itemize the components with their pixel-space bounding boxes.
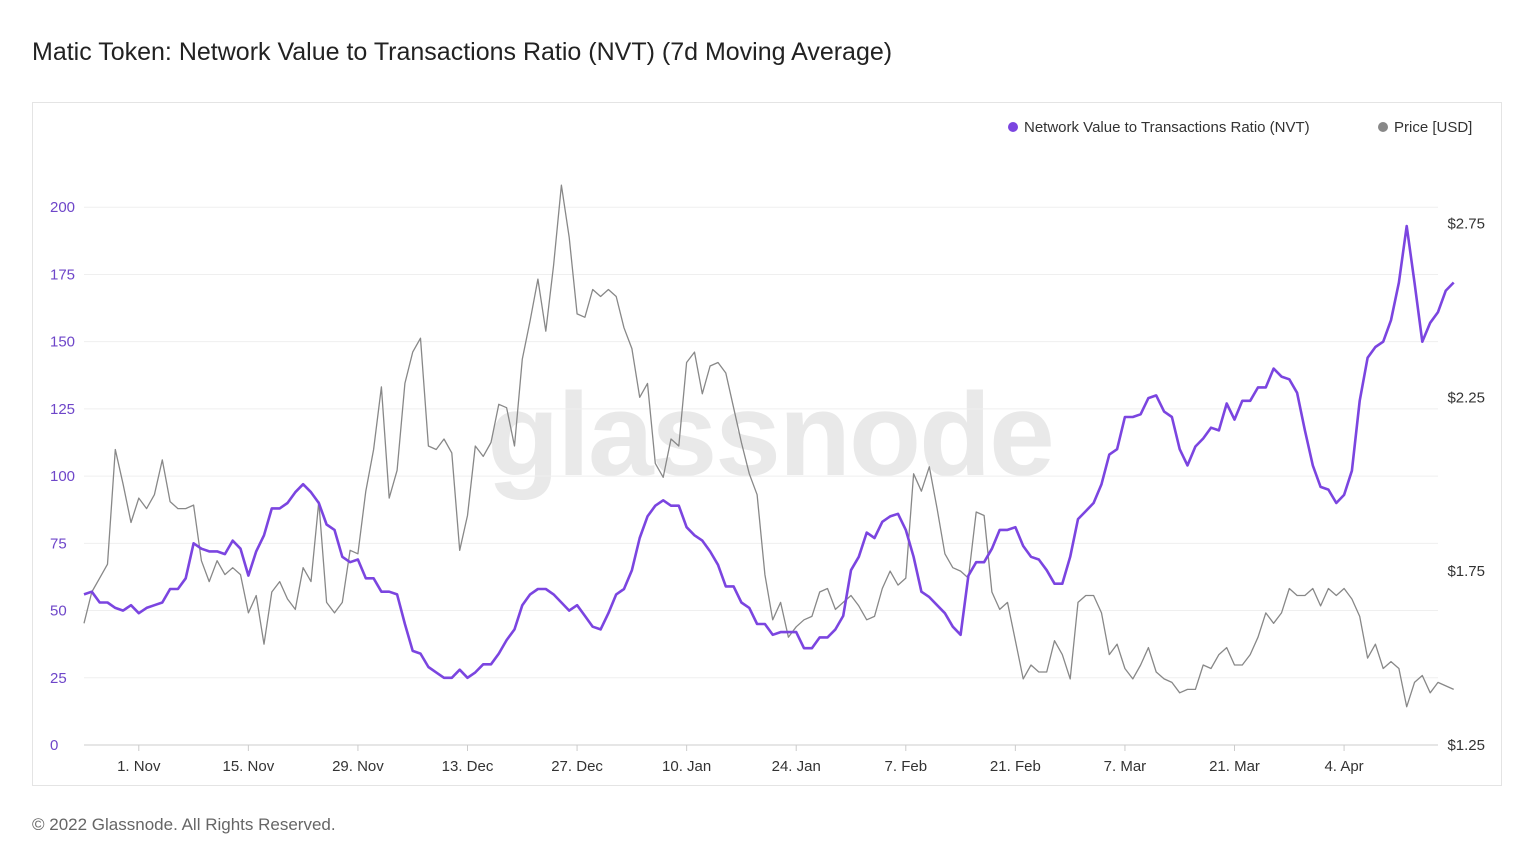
y-left-tick-label: 200 [50,199,75,216]
price-series-line [83,184,1454,708]
y-left-tick-label: 50 [50,603,67,620]
x-tick-label: 21. Mar [1209,758,1260,775]
nvt-series-line [83,224,1455,680]
y-left-tick-label: 0 [50,737,58,754]
x-tick-label: 24. Jan [772,758,821,775]
y-left-tick-label: 25 [50,670,67,687]
y-left-tick-label: 150 [50,334,75,351]
y-left-tick-label: 175 [50,266,75,283]
legend-marker-price[interactable] [1378,122,1388,132]
y-right-tick-label: $2.25 [1447,389,1485,406]
y-left-tick-label: 100 [50,468,75,485]
x-tick-label: 29. Nov [332,758,384,775]
x-tick-label: 7. Mar [1104,758,1147,775]
x-tick-label: 10. Jan [662,758,711,775]
copyright-footer: © 2022 Glassnode. All Rights Reserved. [32,815,336,834]
y-right-tick-label: $2.75 [1447,215,1485,232]
legend-label-nvt[interactable]: Network Value to Transactions Ratio (NVT… [1024,119,1310,136]
chart-title: Matic Token: Network Value to Transactio… [32,38,893,66]
x-tick-label: 7. Feb [885,758,928,775]
y-right-tick-label: $1.75 [1447,563,1485,580]
y-left-tick-label: 75 [50,535,67,552]
y-left-tick-label: 125 [50,401,75,418]
x-tick-label: 21. Feb [990,758,1041,775]
x-tick-label: 1. Nov [117,758,161,775]
x-tick-label: 4. Apr [1324,758,1363,775]
x-tick-label: 13. Dec [442,758,494,775]
legend-label-price[interactable]: Price [USD] [1394,119,1472,136]
x-tick-label: 27. Dec [551,758,603,775]
chart-panel [32,102,1502,786]
watermark: glassnode [487,369,1053,501]
y-right-tick-label: $1.25 [1447,737,1485,754]
legend-marker-nvt[interactable] [1008,122,1018,132]
x-tick-label: 15. Nov [223,758,275,775]
